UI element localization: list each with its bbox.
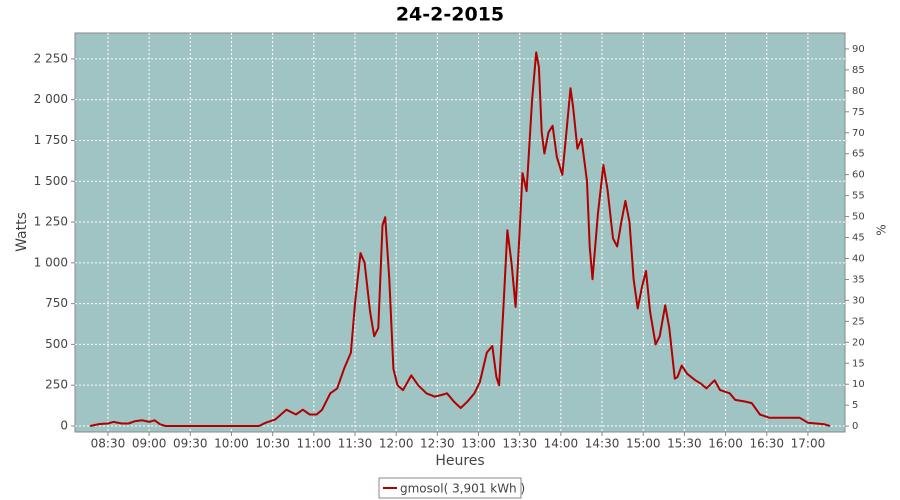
x-tick-label: 09:30 xyxy=(173,437,208,451)
y2-tick-label: 65 xyxy=(852,149,865,160)
x-tick-label: 17:00 xyxy=(791,437,826,451)
y-tick-label: 0 xyxy=(60,418,68,432)
x-tick-label: 08:30 xyxy=(91,437,126,451)
plot-area xyxy=(74,32,846,433)
y-tick-label: 500 xyxy=(45,337,68,351)
y2-tick-label: 90 xyxy=(852,44,865,55)
y2-tick-label: 10 xyxy=(852,379,865,390)
y2-tick-label: 0 xyxy=(852,421,858,432)
y2-tick-label: 75 xyxy=(852,107,865,118)
y-tick-label: 1 750 xyxy=(34,133,68,147)
x-tick-label: 13:30 xyxy=(502,437,537,451)
y2-tick-label: 25 xyxy=(852,316,865,327)
y2-tick-label: 15 xyxy=(852,358,865,369)
x-tick-label: 12:30 xyxy=(420,437,455,451)
y-axis-label: Watts xyxy=(14,212,30,252)
y2-tick-label: 30 xyxy=(852,295,865,306)
x-tick-label: 11:30 xyxy=(338,437,373,451)
y2-tick-label: 20 xyxy=(852,337,865,348)
y2-tick-label: 50 xyxy=(852,212,865,223)
y2-tick-label: 35 xyxy=(852,274,865,285)
y2-tick-label: 5 xyxy=(852,400,858,411)
y-tick-label: 1 250 xyxy=(34,215,68,229)
y-tick-label: 250 xyxy=(45,378,68,392)
y2-tick-label: 40 xyxy=(852,253,865,264)
x-axis-label: Heures xyxy=(435,453,484,469)
y2-tick-label: 80 xyxy=(852,86,865,97)
x-tick-label: 12:00 xyxy=(379,437,414,451)
x-tick-label: 16:30 xyxy=(749,437,784,451)
y-tick-label: 2 250 xyxy=(34,51,68,65)
y2-tick-label: 85 xyxy=(852,65,865,76)
y2-tick-label: 70 xyxy=(852,128,865,139)
data-line xyxy=(89,51,831,427)
legend-box xyxy=(378,477,522,499)
y2-tick-label: 55 xyxy=(852,191,865,202)
y-tick-label: 750 xyxy=(45,296,68,310)
x-tick-label: 13:00 xyxy=(461,437,496,451)
y-tick-label: 1 000 xyxy=(34,255,68,269)
x-tick-label: 09:00 xyxy=(132,437,167,451)
x-tick-label: 11:00 xyxy=(297,437,332,451)
legend-label: gmosol( 3,901 kWh ) xyxy=(400,482,525,496)
x-tick-label: 16:00 xyxy=(708,437,743,451)
x-tick-label: 10:30 xyxy=(255,437,290,451)
y-tick-label: 2 000 xyxy=(34,92,68,106)
y2-tick-label: 60 xyxy=(852,170,865,181)
x-tick-label: 14:30 xyxy=(585,437,620,451)
y-tick-label: 1 500 xyxy=(34,174,68,188)
y2-tick-label: 45 xyxy=(852,233,865,244)
x-tick-label: 14:00 xyxy=(544,437,579,451)
x-tick-label: 10:00 xyxy=(214,437,249,451)
x-tick-label: 15:30 xyxy=(667,437,702,451)
chart-title: 24-2-2015 xyxy=(396,4,504,26)
y2-axis-label: % xyxy=(875,224,889,235)
x-tick-label: 15:00 xyxy=(626,437,661,451)
